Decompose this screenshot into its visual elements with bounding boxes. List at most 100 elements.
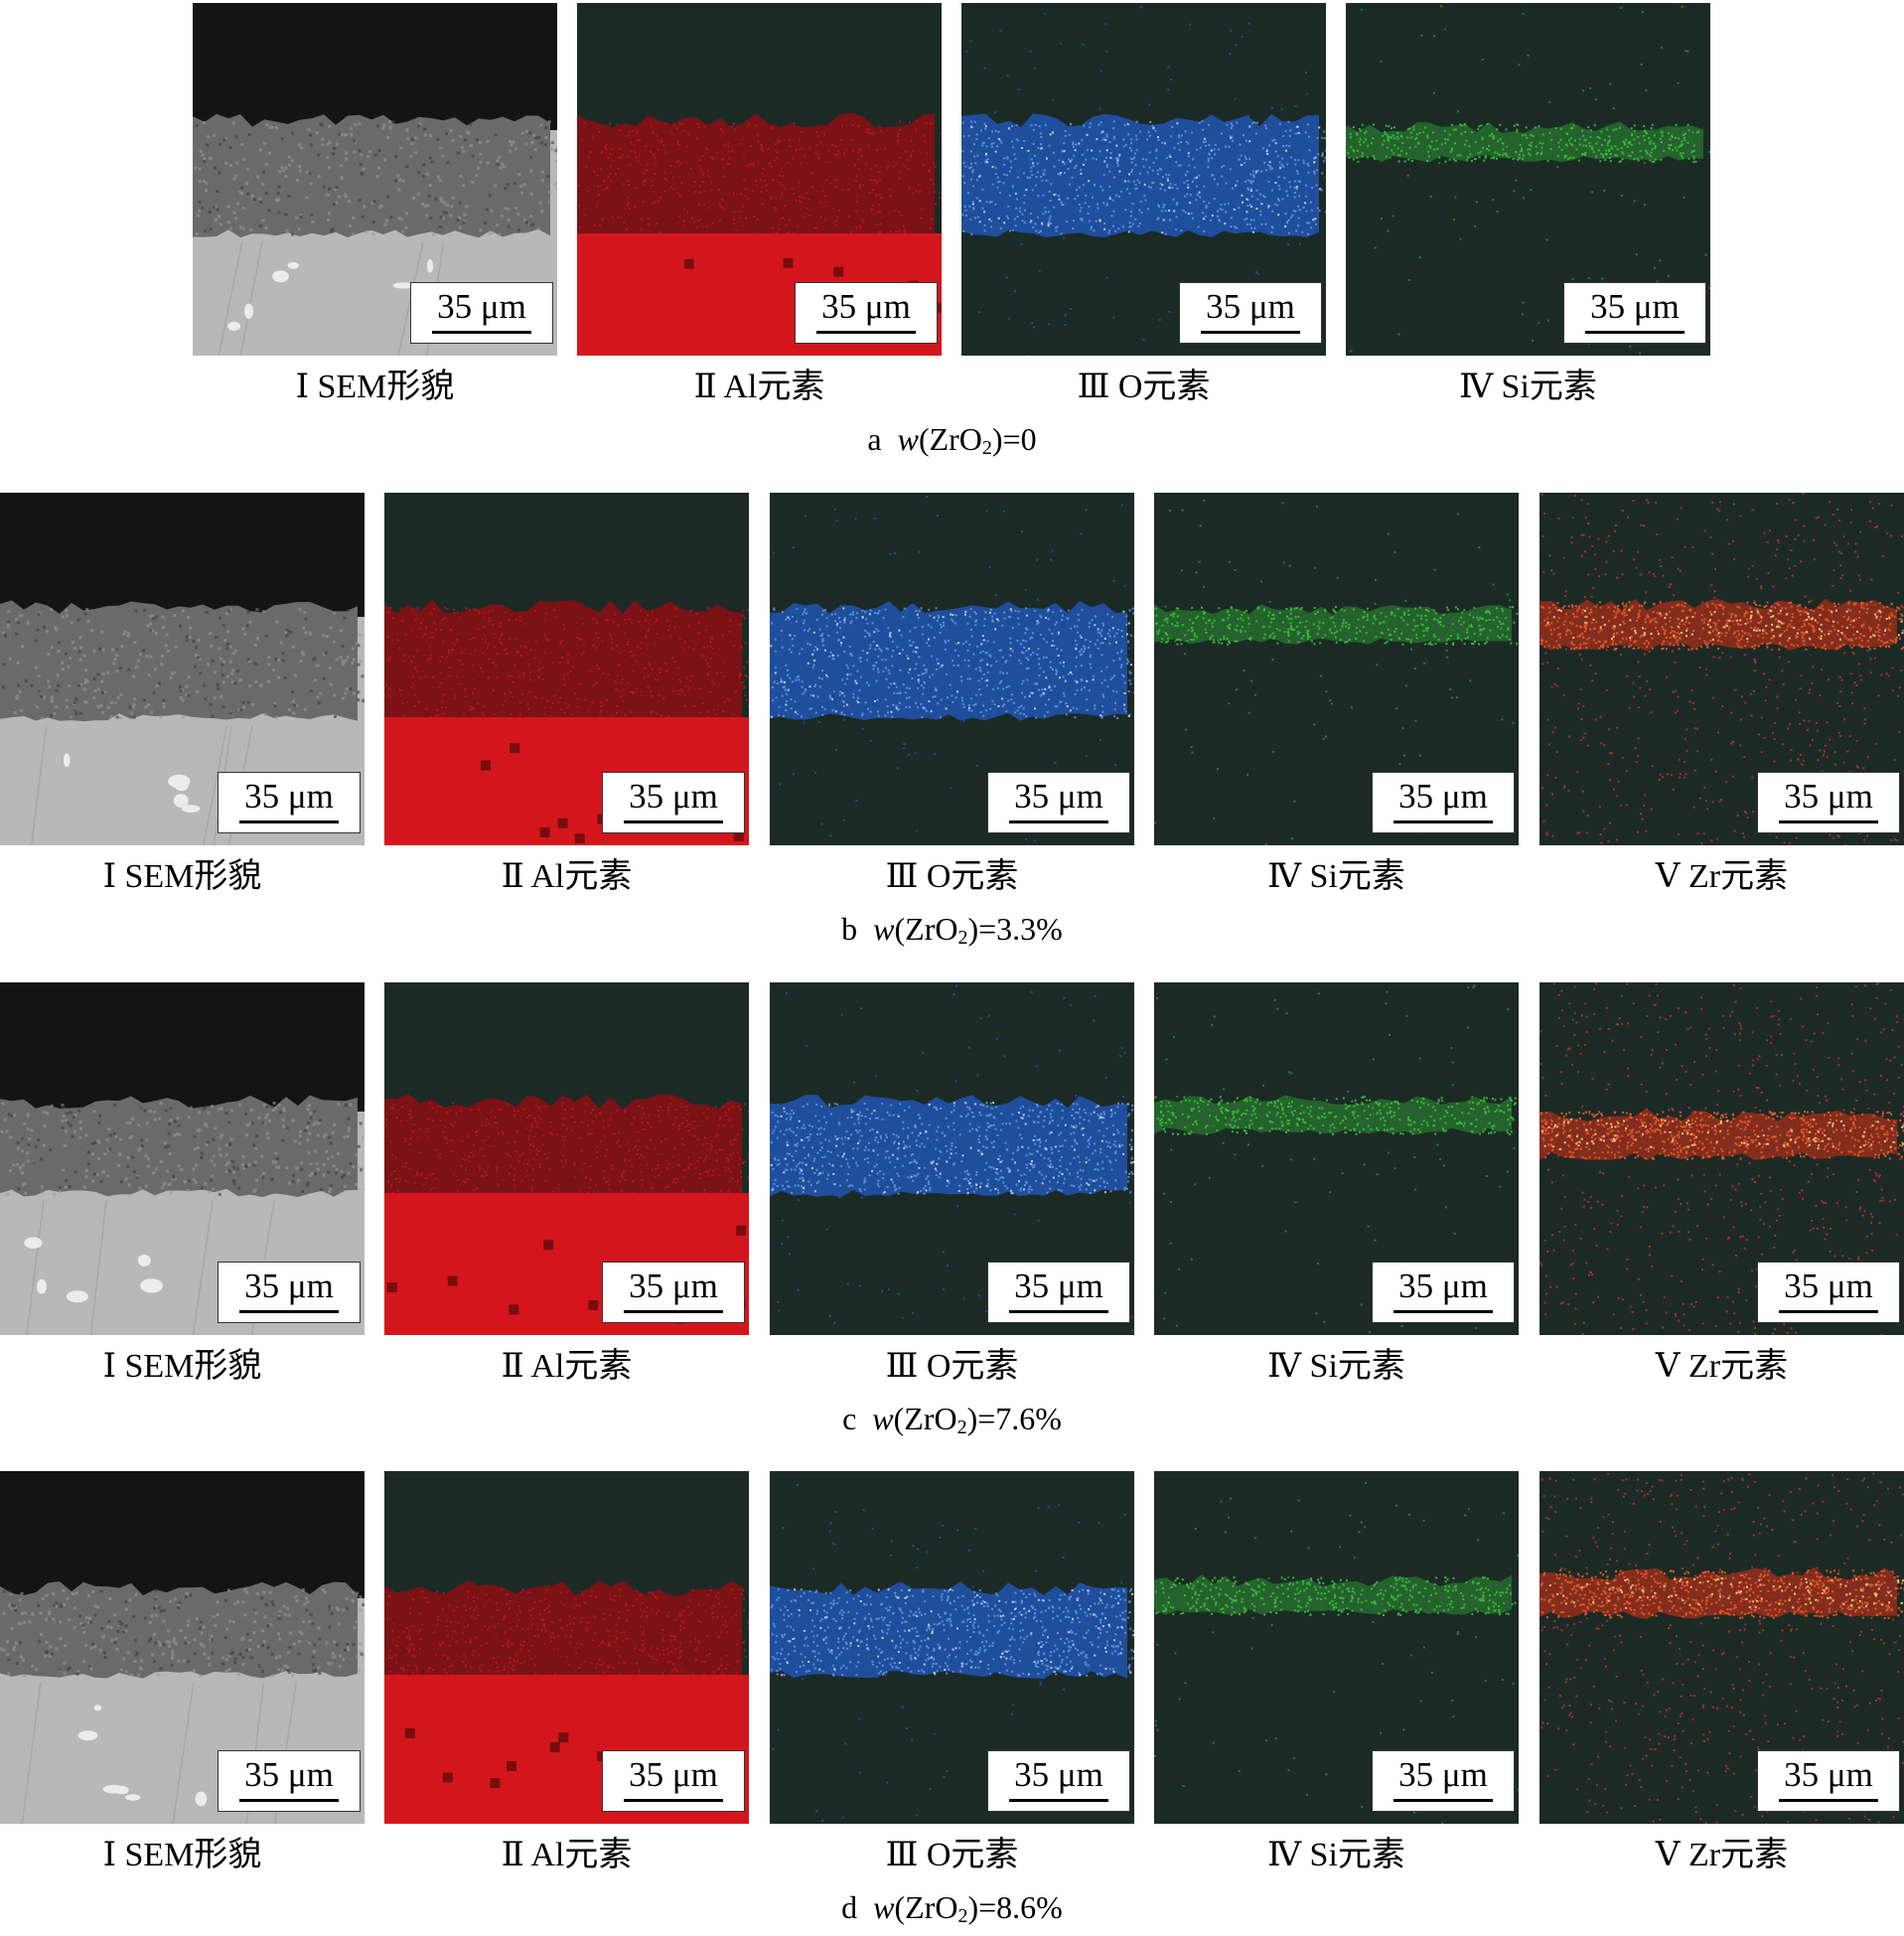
caption-subscript: 2 <box>957 927 967 949</box>
scale-bar-box: 35 μm <box>1372 1750 1515 1812</box>
caption-value: )=7.6% <box>967 1401 1062 1436</box>
scale-bar-line <box>1779 1310 1878 1313</box>
caption-value: )=0 <box>992 421 1037 457</box>
scale-bar-label: 35 μm <box>1373 1757 1514 1793</box>
scale-bar-label: 35 μm <box>411 289 552 325</box>
subfigure-caption: b w(ZrO2)=3.3% <box>0 909 1904 958</box>
scale-bar-label: 35 μm <box>988 779 1129 815</box>
panel-label: Ⅳ Si元素 <box>1346 368 1710 407</box>
scale-bar-label: 35 μm <box>1758 1757 1899 1793</box>
caption-formula: (ZrO <box>895 1889 958 1925</box>
caption-formula: (ZrO <box>894 1401 957 1436</box>
scale-bar-box: 35 μm <box>1757 772 1900 833</box>
scale-bar-label: 35 μm <box>1758 1268 1899 1304</box>
caption-variable: w <box>873 911 894 947</box>
scale-bar-label: 35 μm <box>219 779 360 815</box>
scale-bar-line <box>239 1799 339 1802</box>
scale-bar-line <box>1009 1310 1108 1313</box>
scale-bar-box: 35 μm <box>1757 1750 1900 1812</box>
panel-label: Ⅴ Zr元素 <box>1539 857 1904 897</box>
si-map-panel: 35 μm <box>1154 493 1519 845</box>
panel-label: Ⅳ Si元素 <box>1154 857 1519 897</box>
scale-bar-box: 35 μm <box>602 1262 745 1323</box>
panel-label: Ⅳ Si元素 <box>1154 1836 1519 1875</box>
scale-bar-box: 35 μm <box>987 1262 1130 1323</box>
scale-bar-label: 35 μm <box>603 1268 744 1304</box>
scale-bar-line <box>1585 331 1684 334</box>
subfigure-caption: a w(ZrO2)=0 <box>0 419 1904 468</box>
scale-bar-line <box>1201 331 1300 334</box>
scale-bar-line <box>1009 1799 1108 1802</box>
scale-bar-box: 35 μm <box>1563 282 1706 344</box>
scale-bar-label: 35 μm <box>988 1757 1129 1793</box>
panel-label: Ⅲ O元素 <box>770 1836 1134 1875</box>
panel-label: Ⅱ Al元素 <box>577 368 942 407</box>
caption-value: )=3.3% <box>967 911 1062 947</box>
al-map-panel: 35 μm <box>384 982 749 1335</box>
scale-bar-line <box>1009 820 1108 823</box>
panel-label: Ⅰ SEM形貌 <box>0 1347 365 1387</box>
o-map-panel: 35 μm <box>770 982 1134 1335</box>
scale-bar-label: 35 μm <box>796 289 937 325</box>
scale-bar-box: 35 μm <box>1372 772 1515 833</box>
scale-bar-line <box>624 820 723 823</box>
scale-bar-line <box>1393 1310 1493 1313</box>
caption-letter: a <box>867 421 881 457</box>
sem-image-panel: 35 μm <box>0 493 365 845</box>
scale-bar-line <box>816 331 916 334</box>
scale-bar-box: 35 μm <box>987 1750 1130 1812</box>
caption-value: )=8.6% <box>967 1889 1062 1925</box>
scale-bar-box: 35 μm <box>602 1750 745 1812</box>
scale-bar-box: 35 μm <box>218 772 361 833</box>
panel-label: Ⅲ O元素 <box>961 368 1326 407</box>
zr-map-panel: 35 μm <box>1539 1471 1904 1824</box>
scale-bar-line <box>1779 820 1878 823</box>
si-map-panel: 35 μm <box>1346 3 1710 356</box>
caption-variable: w <box>872 1401 893 1436</box>
panel-label: Ⅱ Al元素 <box>384 1836 749 1875</box>
zr-map-panel: 35 μm <box>1539 982 1904 1335</box>
si-map-panel: 35 μm <box>1154 1471 1519 1824</box>
caption-letter: d <box>841 1889 857 1925</box>
scale-bar-line <box>1393 820 1493 823</box>
panel-label: Ⅴ Zr元素 <box>1539 1836 1904 1875</box>
caption-letter: b <box>841 911 857 947</box>
caption-subscript: 2 <box>957 1905 967 1927</box>
scale-bar-box: 35 μm <box>1757 1262 1900 1323</box>
caption-subscript: 2 <box>957 1416 967 1438</box>
o-map-panel: 35 μm <box>770 493 1134 845</box>
scale-bar-box: 35 μm <box>1179 282 1322 344</box>
al-map-panel: 35 μm <box>384 1471 749 1824</box>
scale-bar-line <box>624 1310 723 1313</box>
caption-formula: (ZrO <box>919 421 982 457</box>
sem-image-panel: 35 μm <box>0 982 365 1335</box>
panel-label: Ⅱ Al元素 <box>384 857 749 897</box>
panel-label: Ⅰ SEM形貌 <box>193 368 557 407</box>
panel-label: Ⅱ Al元素 <box>384 1347 749 1387</box>
caption-letter: c <box>842 1401 856 1436</box>
scale-bar-box: 35 μm <box>1372 1262 1515 1323</box>
panel-label: Ⅲ O元素 <box>770 1347 1134 1387</box>
scale-bar-box: 35 μm <box>218 1262 361 1323</box>
scale-bar-box: 35 μm <box>602 772 745 833</box>
caption-subscript: 2 <box>982 437 992 459</box>
panel-label: Ⅰ SEM形貌 <box>0 1836 365 1875</box>
panel-label: Ⅳ Si元素 <box>1154 1347 1519 1387</box>
panel-label: Ⅲ O元素 <box>770 857 1134 897</box>
scale-bar-label: 35 μm <box>1758 779 1899 815</box>
scale-bar-label: 35 μm <box>603 779 744 815</box>
zr-map-panel: 35 μm <box>1539 493 1904 845</box>
scale-bar-line <box>239 820 339 823</box>
al-map-panel: 35 μm <box>577 3 942 356</box>
scale-bar-label: 35 μm <box>1180 289 1321 325</box>
scale-bar-line <box>1779 1799 1878 1802</box>
scale-bar-box: 35 μm <box>987 772 1130 833</box>
caption-variable: w <box>898 421 919 457</box>
o-map-panel: 35 μm <box>770 1471 1134 1824</box>
subfigure-caption: c w(ZrO2)=7.6% <box>0 1399 1904 1447</box>
panel-label: Ⅰ SEM形貌 <box>0 857 365 897</box>
scale-bar-line <box>1393 1799 1493 1802</box>
scale-bar-box: 35 μm <box>410 282 553 344</box>
scale-bar-line <box>239 1310 339 1313</box>
scale-bar-label: 35 μm <box>603 1757 744 1793</box>
